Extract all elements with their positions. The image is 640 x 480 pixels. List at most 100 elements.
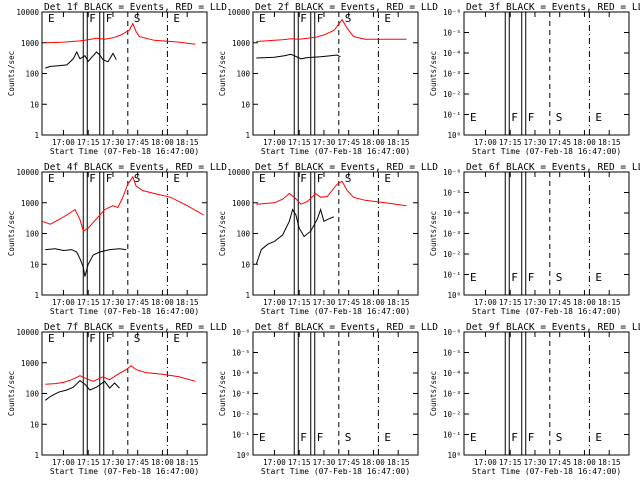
y-tick-label: 10⁻⁴ (443, 369, 461, 378)
event-marker-label: S (134, 332, 141, 345)
lld-series-line (41, 175, 204, 232)
x-tick-label: 17:45 (548, 298, 571, 307)
y-tick-label: 10⁻² (443, 250, 461, 259)
detector-panel: Det 3f BLACK = Events, RED = LLD E F F S E 10⁰… (429, 2, 640, 156)
x-tick-label: 18:00 (151, 458, 174, 467)
event-marker-label: E (595, 271, 602, 284)
event-marker-label: S (345, 12, 352, 25)
x-axis-label: Start Time (07-Feb-18 16:47:00) (50, 467, 199, 476)
panel-title: Det 8f BLACK = Events, RED = LLD (255, 322, 438, 333)
event-marker-label: F (528, 271, 535, 284)
y-tick-label: 10⁻⁴ (443, 49, 461, 58)
y-tick-label: 10⁻⁵ (443, 349, 461, 358)
y-tick-label: 10⁻⁶ (232, 328, 250, 337)
y-tick-label: 10⁻⁶ (443, 168, 461, 177)
event-marker-label: F (317, 172, 324, 185)
event-marker-label: F (300, 12, 307, 25)
y-axis-label: Counts/sec (429, 371, 438, 416)
event-marker-label: F (300, 431, 307, 444)
x-axis-label: Start Time (07-Feb-18 16:47:00) (50, 307, 199, 316)
event-marker-label: F (528, 431, 535, 444)
x-tick-label: 18:15 (598, 458, 621, 467)
x-tick-label: 18:15 (598, 138, 621, 147)
y-tick-label: 10⁻³ (443, 70, 461, 79)
events-series-line (255, 207, 335, 265)
y-tick-label: 1 (245, 291, 250, 300)
plot-frame (463, 171, 630, 296)
x-tick-label: 17:30 (524, 138, 547, 147)
x-tick-label: 18:00 (362, 138, 385, 147)
x-tick-label: 17:15 (499, 138, 522, 147)
x-tick-label: 18:00 (573, 138, 596, 147)
y-tick-label: 10⁻⁶ (443, 328, 461, 337)
x-axis-label: Start Time (07-Feb-18 16:47:00) (261, 307, 410, 316)
y-tick-label: 10⁰ (447, 451, 461, 460)
y-axis-label: Counts/sec (7, 51, 16, 96)
y-tick-label: 10⁻² (232, 410, 250, 419)
event-marker-label: E (384, 431, 391, 444)
y-tick-label: 10⁻¹ (443, 111, 461, 120)
events-series-line (45, 50, 117, 69)
y-tick-label: 10⁻⁵ (443, 189, 461, 198)
x-tick-label: 17:30 (313, 458, 336, 467)
x-tick-label: 17:45 (126, 138, 149, 147)
x-tick-label: 17:30 (102, 458, 125, 467)
x-tick-label: 18:00 (362, 458, 385, 467)
plot-frame (252, 171, 419, 296)
x-tick-label: 17:45 (548, 458, 571, 467)
plot-frame (463, 11, 630, 136)
event-marker-label: E (259, 172, 266, 185)
x-tick-label: 17:15 (499, 458, 522, 467)
x-tick-label: 17:00 (474, 458, 497, 467)
panel-title: Det 6f BLACK = Events, RED = LLD (466, 162, 640, 173)
lld-series-line (256, 18, 407, 42)
detector-panel: Det 9f BLACK = Events, RED = LLD E F F S E 10⁰… (429, 322, 640, 476)
x-tick-label: 17:15 (499, 298, 522, 307)
x-tick-label: 17:15 (288, 138, 311, 147)
y-tick-label: 10⁻⁴ (443, 209, 461, 218)
y-tick-label: 1000 (232, 39, 251, 48)
y-tick-label: 100 (236, 70, 250, 79)
plot-frame (463, 331, 630, 456)
event-marker-label: F (317, 431, 324, 444)
x-tick-label: 17:30 (313, 298, 336, 307)
y-axis-label: Counts/sec (7, 371, 16, 416)
plot-frame (41, 11, 208, 136)
event-marker-label: E (173, 332, 180, 345)
y-axis-label: Counts/sec (429, 211, 438, 256)
lld-series-line (45, 365, 196, 385)
y-tick-label: 10000 (227, 8, 250, 17)
y-tick-label: 1000 (21, 39, 40, 48)
y-tick-label: 1000 (21, 359, 40, 368)
event-marker-label: F (511, 271, 518, 284)
x-tick-label: 17:30 (524, 298, 547, 307)
x-tick-label: 17:00 (263, 458, 286, 467)
y-tick-label: 100 (236, 230, 250, 239)
event-marker-label: E (259, 431, 266, 444)
y-tick-label: 10⁻³ (232, 390, 250, 399)
x-tick-label: 18:15 (387, 458, 410, 467)
event-marker-label: S (556, 111, 563, 124)
event-marker-label: S (345, 172, 352, 185)
plot-frame (41, 331, 208, 456)
event-marker-label: F (528, 111, 535, 124)
y-tick-label: 10⁰ (447, 291, 461, 300)
y-tick-label: 10⁻¹ (443, 271, 461, 280)
plot-frame (41, 171, 208, 296)
y-tick-label: 10000 (16, 168, 39, 177)
y-tick-label: 10 (30, 260, 40, 269)
x-tick-label: 17:00 (263, 138, 286, 147)
panel-title: Det 4f BLACK = Events, RED = LLD (44, 162, 227, 173)
x-tick-label: 17:00 (474, 138, 497, 147)
panel-title: Det 5f BLACK = Events, RED = LLD (255, 162, 438, 173)
event-marker-label: F (89, 332, 96, 345)
x-tick-label: 18:15 (387, 298, 410, 307)
y-tick-label: 10 (241, 260, 251, 269)
y-tick-label: 10⁻¹ (443, 431, 461, 440)
panel-title: Det 1f BLACK = Events, RED = LLD (44, 2, 227, 13)
x-axis-label: Start Time (07-Feb-18 16:47:00) (261, 147, 410, 156)
